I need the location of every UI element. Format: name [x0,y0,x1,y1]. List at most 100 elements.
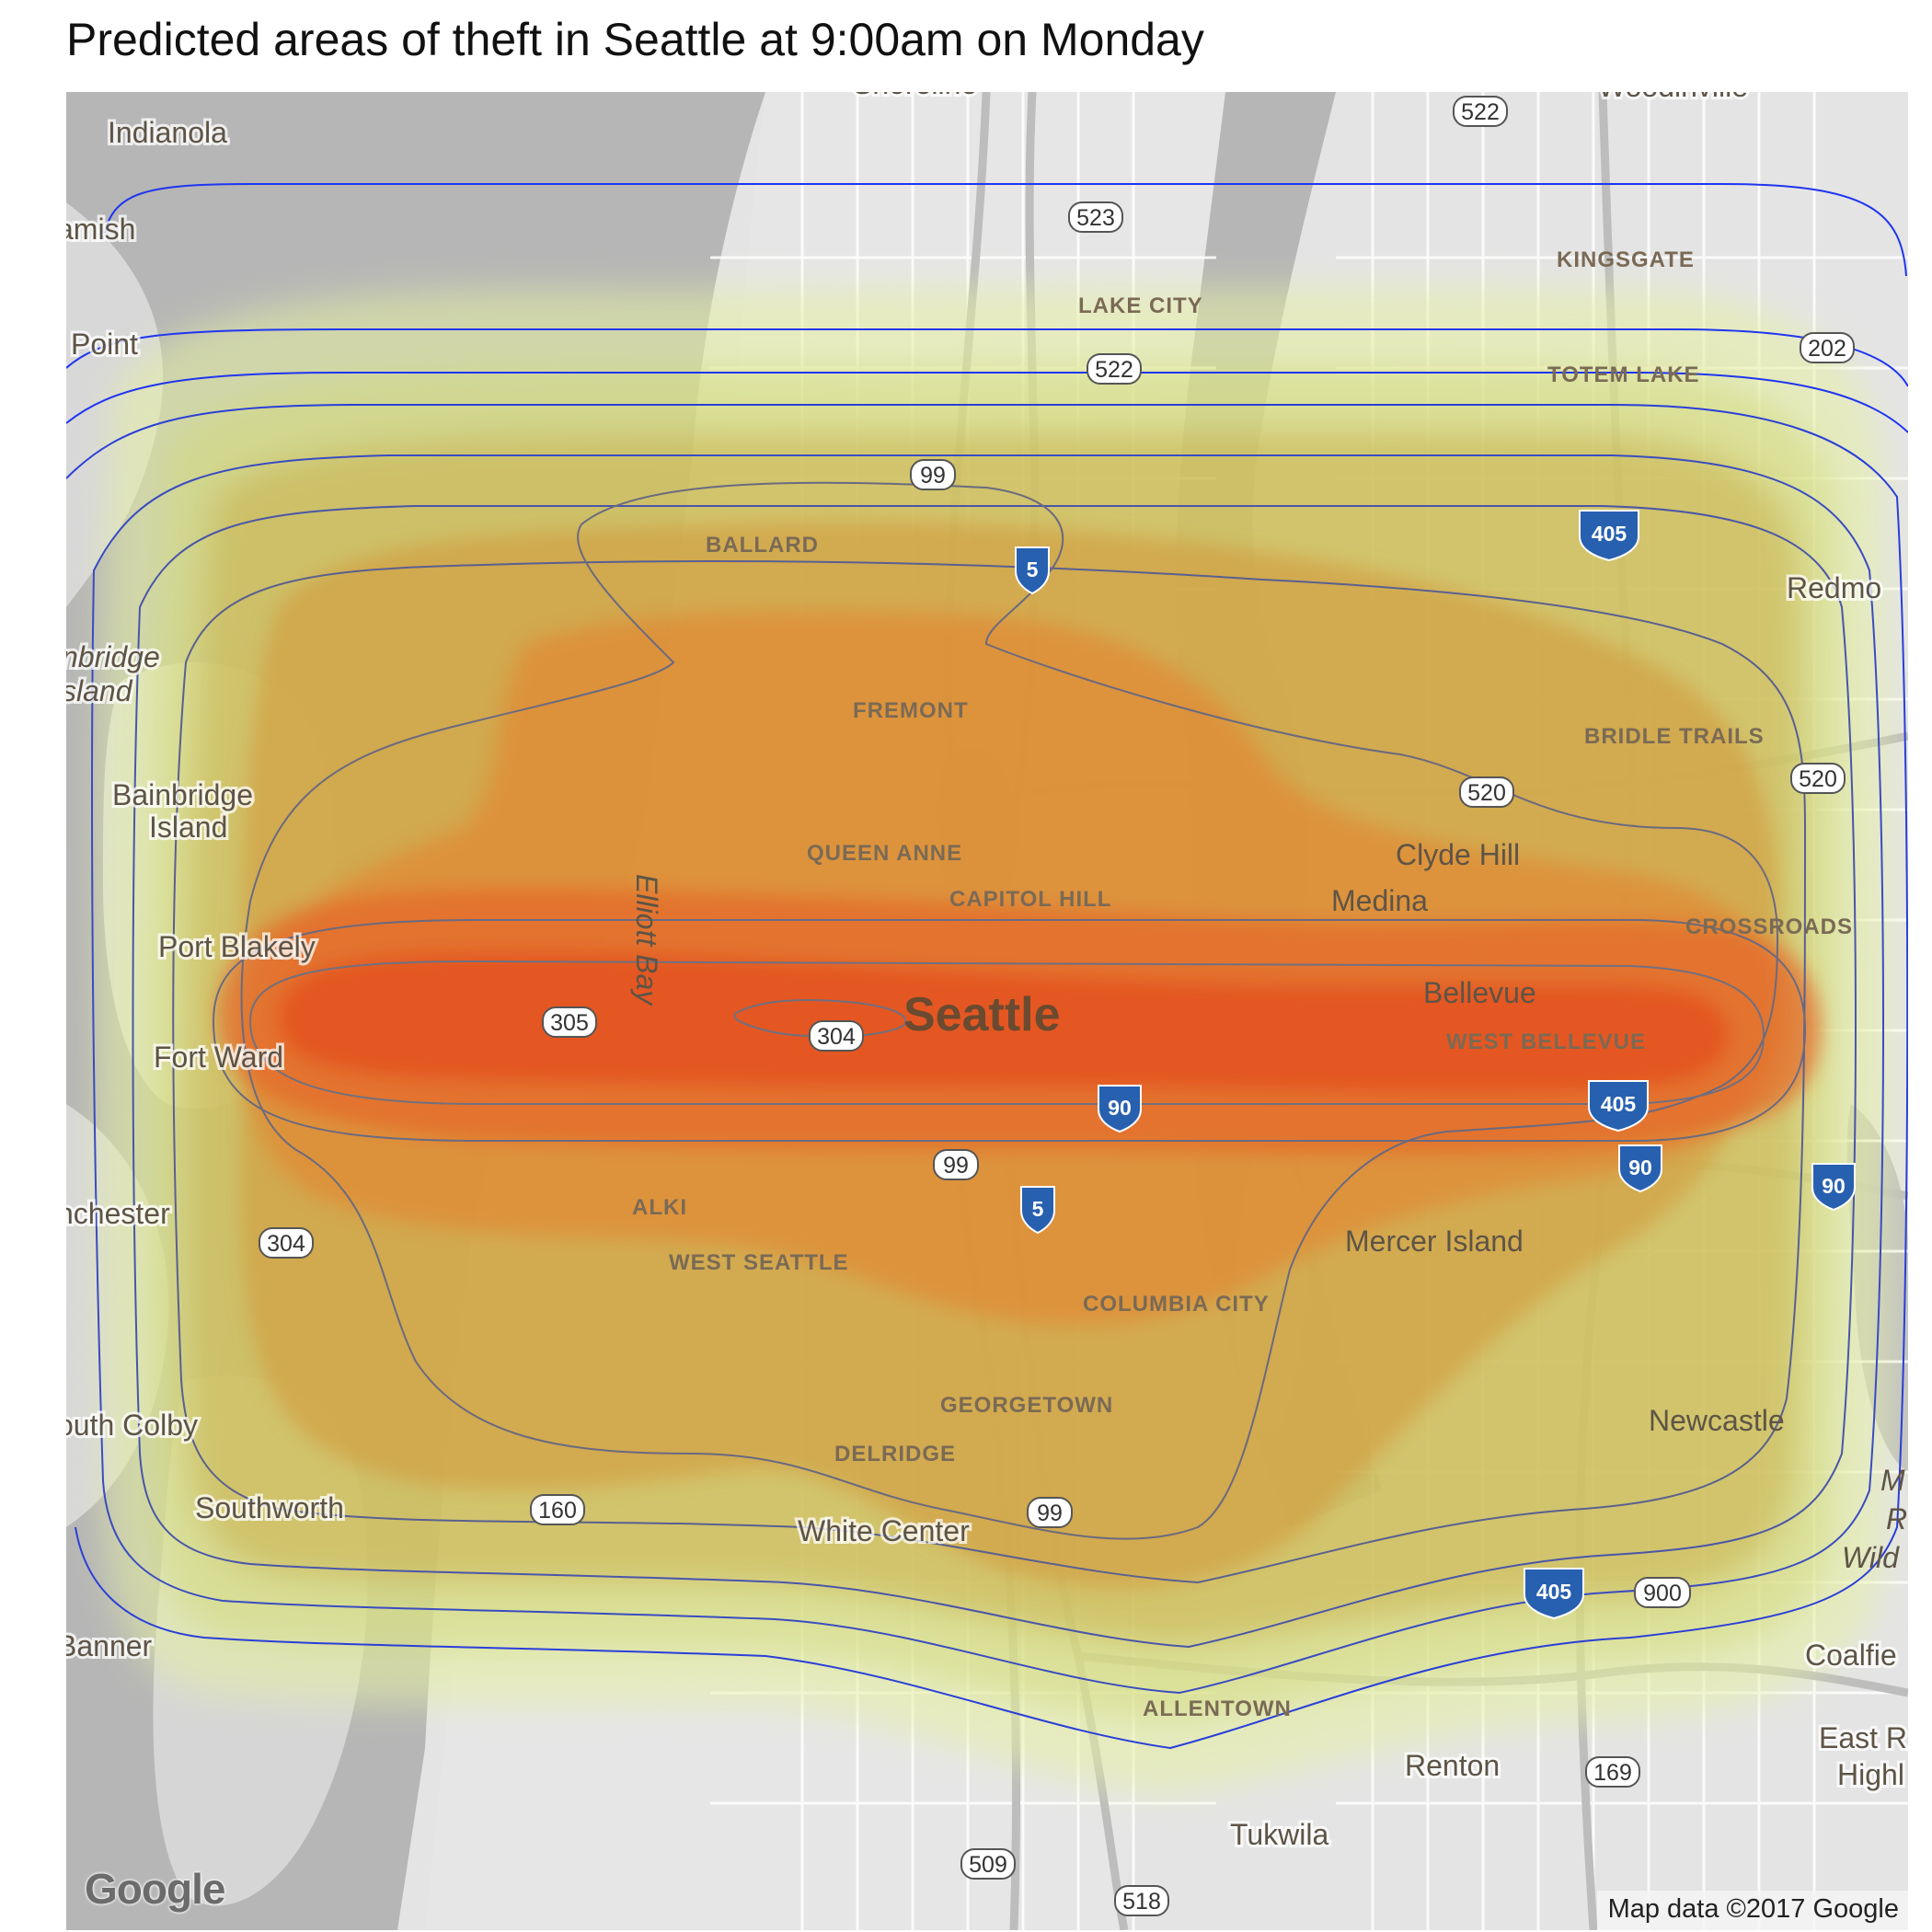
state-route-shield: 523 [1068,201,1123,233]
svg-text:405: 405 [1592,522,1627,546]
label-capitol-hill: CAPITOL HILL [949,887,1111,912]
label-r: R [1886,1502,1907,1535]
svg-text:900: 900 [1643,1581,1682,1606]
label-highlands: Highl [1837,1758,1904,1791]
svg-text:304: 304 [817,1024,856,1050]
contour-9 [212,919,1807,1142]
label-south-colby: outh Colby [66,1409,198,1442]
label-bainbridge: Bainbridge [112,778,253,811]
label-seattle: Seattle [903,988,1061,1041]
state-route-shield: 99 [910,459,956,490]
label-kingsgate: KINGSGATE [1557,247,1695,272]
svg-text:90: 90 [1628,1156,1652,1179]
state-route-shield: 202 [1800,332,1855,363]
label-ballard: BALLARD [706,533,819,558]
contour-6 [132,505,1857,1649]
svg-text:5: 5 [1032,1197,1044,1221]
label-columbia-city: COLUMBIA CITY [1083,1292,1270,1317]
label-fort-ward: Fort Ward [154,1041,283,1074]
svg-text:90: 90 [1822,1174,1846,1198]
contour-peak-seattle [733,999,907,1038]
state-route-shield: 518 [1114,1885,1169,1916]
svg-text:509: 509 [969,1852,1007,1878]
density-band-7-peak [278,951,1730,1095]
label-southworth: Southworth [195,1491,344,1524]
svg-text:520: 520 [1799,766,1837,792]
label-port-blakely: Port Blakely [158,930,316,963]
contour-outer-4 [66,404,1908,1750]
state-route-shield: 520 [1790,763,1846,794]
route-shields: 522 523 522 99 5 202 405 520 520 305 304… [259,96,1856,1916]
state-route-shield: 169 [1585,1756,1640,1788]
svg-text:169: 169 [1593,1760,1632,1786]
map-attribution[interactable]: Map data ©2017 Google [1596,1891,1908,1930]
label-allentown: ALLENTOWN [1143,1696,1292,1721]
state-route-shield: 900 [1634,1577,1691,1608]
interstate-shield: 5 [1015,546,1050,595]
theft-density-overlay [97,287,1891,1794]
label-lake-city: LAKE CITY [1078,293,1203,318]
label-renton: Renton [1405,1749,1500,1782]
svg-text:518: 518 [1122,1889,1161,1915]
label-coalfield: Coalfie [1805,1639,1897,1672]
interstate-shield: 90 [1618,1144,1662,1193]
label-west-bellevue: WEST BELLEVUE [1446,1029,1646,1054]
interstate-shield: 90 [1811,1163,1856,1212]
label-point: Point [71,328,138,361]
svg-text:522: 522 [1461,99,1500,125]
label-east-renton: East R [1819,1721,1907,1754]
interstate-shield: 405 [1524,1568,1584,1620]
label-tukwila: Tukwila [1230,1818,1328,1851]
svg-text:202: 202 [1808,336,1846,362]
label-white-center: White Center [798,1514,970,1547]
interstate-shield: 405 [1588,1080,1649,1133]
state-route-shield: 522 [1453,96,1508,127]
label-bainbridge-island-water-2: sland [66,674,133,707]
google-logo: Google [85,1865,225,1913]
label-newcastle: Newcastle [1649,1404,1785,1437]
label-banner: Banner [66,1629,153,1662]
interstate-shield: 5 [1020,1186,1055,1235]
contour-10 [248,960,1765,1105]
contour-outer-3 [66,372,1908,433]
state-route-shield: 304 [259,1227,314,1259]
label-bridle-trails: BRIDLE TRAILS [1584,724,1765,749]
state-route-shield: 160 [530,1494,585,1525]
label-elliott-bay: Elliott Bay [630,874,663,1006]
label-alki: ALKI [632,1195,687,1220]
svg-text:405: 405 [1536,1580,1572,1604]
label-crossroads: CROSSROADS [1685,914,1853,939]
svg-text:99: 99 [943,1153,969,1179]
map-title: Predicted areas of theft in Seattle at 9… [66,14,1204,65]
svg-text:305: 305 [550,1010,589,1036]
state-route-shield: 305 [542,1006,597,1038]
state-route-shield: 99 [1027,1497,1073,1528]
label-redmond: Redmo [1787,571,1881,604]
contour-outer-2 [66,328,1908,387]
label-island: Island [149,811,227,844]
svg-text:522: 522 [1095,357,1133,383]
state-route-shield: 99 [933,1149,979,1180]
contour-5 [91,454,1884,1695]
label-mercer-island: Mercer Island [1345,1225,1524,1258]
label-delridge: DELRIDGE [834,1442,956,1466]
svg-text:5: 5 [1027,558,1039,581]
svg-text:90: 90 [1108,1096,1132,1120]
label-west-seattle: WEST SEATTLE [669,1250,849,1275]
state-route-shield: 520 [1459,776,1514,808]
state-route-shield: 509 [960,1848,1016,1880]
label-m: M [1880,1464,1905,1497]
label-indianola: Indianola [108,116,227,149]
state-route-shield: 522 [1087,353,1142,385]
label-bellevue: Bellevue [1423,976,1536,1009]
label-medina: Medina [1331,884,1428,917]
contour-8 [240,481,1779,1540]
interstate-shield: 405 [1579,510,1639,562]
interstate-shield: 90 [1098,1085,1142,1133]
svg-text:99: 99 [1037,1501,1063,1526]
label-woodinville: Woodinville [1598,92,1748,103]
